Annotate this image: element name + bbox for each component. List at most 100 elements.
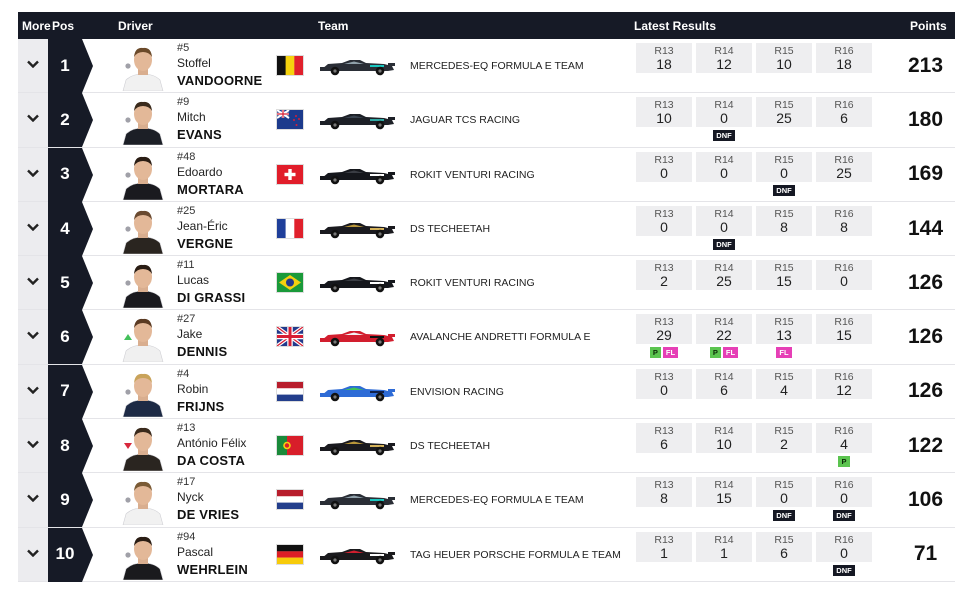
table-row[interactable]: 6 #27 Jake DENNIS AVALANCHE ANDRETTI FORMULA… xyxy=(18,310,955,365)
header-pos: Pos xyxy=(52,19,75,33)
result-points: 4 xyxy=(840,436,848,453)
result-r14: R14 25 xyxy=(696,260,752,291)
ds-car-icon xyxy=(320,435,396,457)
expand-row-button[interactable] xyxy=(18,93,48,147)
portugal-flag-icon xyxy=(277,436,303,456)
result-round-label: R14 xyxy=(714,153,734,166)
team-name[interactable]: TAG HEUER PORSCHE FORMULA E TEAM xyxy=(410,548,621,561)
driver-number: #17 xyxy=(177,476,196,489)
expand-row-button[interactable] xyxy=(18,310,48,364)
expand-row-button[interactable] xyxy=(18,39,48,93)
driver-last-name[interactable]: VANDOORNE xyxy=(177,73,263,88)
driver-last-name[interactable]: FRIJNS xyxy=(177,398,225,414)
expand-row-button[interactable] xyxy=(18,147,48,201)
result-points: 0 xyxy=(660,164,668,181)
table-row[interactable]: 5 #11 Lucas DI GRASSI ROKIT VENTURI RACING R1… xyxy=(18,256,955,311)
table-row[interactable]: 10 #94 Pascal WEHRLEIN TAG HEUER PORSCHE FOR… xyxy=(18,527,955,582)
result-round-label: R13 xyxy=(654,425,674,438)
result-round-label: R13 xyxy=(654,479,674,492)
team-name[interactable]: JAGUAR TCS RACING xyxy=(410,114,521,127)
table-row[interactable]: 7 #4 Robin FRIJNS ENVISION RACING R13 0 R14 6 R15… xyxy=(18,364,955,420)
driver-last-name[interactable]: DI GRASSI xyxy=(177,290,246,306)
result-round-label: R16 xyxy=(834,207,854,220)
result-r16: R16 15 xyxy=(816,314,872,345)
driver-photo xyxy=(118,152,168,200)
result-round-label: R15 xyxy=(774,425,794,438)
team-name[interactable]: ROKIT VENTURI RACING xyxy=(410,168,535,181)
trend-same-icon xyxy=(124,225,132,233)
driver-last-name[interactable]: VERGNE xyxy=(177,235,234,251)
result-points: 18 xyxy=(656,56,672,72)
table-row[interactable]: 8 #13 António Félix DA COSTA DS TECHEETAH R13… xyxy=(18,419,955,474)
result-badges: DNF xyxy=(696,238,752,250)
expand-row-button[interactable] xyxy=(18,419,48,473)
dnf-badge: DNF xyxy=(833,510,855,522)
result-r16: R16 12 xyxy=(816,368,872,399)
result-r13: R13 18 xyxy=(636,43,692,73)
netherlands-flag-icon xyxy=(277,490,303,510)
dnf-badge: DNF xyxy=(773,184,795,196)
trend-same-icon xyxy=(124,388,132,396)
expand-row-button[interactable] xyxy=(18,256,48,310)
header-team: Team xyxy=(318,19,349,33)
driver-last-name[interactable]: WEHRLEIN xyxy=(177,561,248,577)
result-r15: R15 0 xyxy=(756,151,812,182)
team-name[interactable]: DS TECHEETAH xyxy=(410,222,491,235)
driver-photo xyxy=(118,260,168,309)
position-number: 7 xyxy=(60,381,70,401)
driver-photo xyxy=(118,314,168,363)
team-name[interactable]: MERCEDES-EQ FORMULA E TEAM xyxy=(410,60,584,72)
dnf-badge: DNF xyxy=(713,130,735,142)
team-name[interactable]: AVALANCHE ANDRETTI FORMULA E xyxy=(410,331,591,344)
driver-first-name: Pascal xyxy=(177,544,214,559)
result-r16: R16 18 xyxy=(816,43,872,73)
dnf-badge: DNF xyxy=(833,564,855,576)
expand-row-button[interactable] xyxy=(18,527,48,581)
position-cell: 8 xyxy=(48,419,132,474)
driver-number: #13 xyxy=(177,422,196,435)
driver-first-name: Edoardo xyxy=(177,164,223,179)
team-name[interactable]: MERCEDES-EQ FORMULA E TEAM xyxy=(410,494,584,507)
table-row[interactable]: 1 #5 Stoffel VANDOORNE MERCEDES-EQ FORMULA E… xyxy=(18,39,955,94)
result-points: 4 xyxy=(780,381,788,398)
driver-last-name[interactable]: DA COSTA xyxy=(177,453,246,469)
result-points: 0 xyxy=(840,544,848,561)
result-badges: P xyxy=(816,456,872,468)
expand-row-button[interactable] xyxy=(18,201,48,256)
result-round-label: R14 xyxy=(714,99,734,112)
result-round-label: R15 xyxy=(774,316,794,329)
table-row[interactable]: 9 #17 Nyck DE VRIES MERCEDES-EQ FORMULA E TE… xyxy=(18,473,955,528)
driver-last-name[interactable]: DE VRIES xyxy=(177,507,240,523)
result-round-label: R13 xyxy=(654,153,674,166)
driver-number: #48 xyxy=(177,150,196,163)
result-r13: R13 0 xyxy=(636,151,692,182)
position-cell: 5 xyxy=(48,256,131,311)
driver-last-name[interactable]: EVANS xyxy=(177,127,222,143)
result-points: 6 xyxy=(840,110,848,127)
team-name[interactable]: ENVISION RACING xyxy=(410,385,504,398)
driver-last-name[interactable]: DENNIS xyxy=(177,344,228,360)
fastest-lap-badge: FL xyxy=(662,347,679,359)
table-row[interactable]: 2 #9 Mitch EVANS JAGUAR TCS RACING R13 10 R14 0 D… xyxy=(18,93,955,148)
driver-photo xyxy=(118,43,168,92)
expand-row-button[interactable] xyxy=(18,364,48,419)
result-round-label: R13 xyxy=(654,45,674,57)
result-points: 25 xyxy=(716,273,732,290)
table-row[interactable]: 3 #48 Edoardo MORTARA ROKIT VENTURI RACING R1… xyxy=(18,147,955,202)
team-name[interactable]: DS TECHEETAH xyxy=(410,440,491,453)
driver-last-name[interactable]: MORTARA xyxy=(177,181,244,197)
result-badges: DNF xyxy=(816,510,872,522)
chevron-down-icon xyxy=(27,332,39,340)
chevron-down-icon xyxy=(27,169,39,177)
result-badges: FL xyxy=(756,347,812,359)
chevron-down-icon xyxy=(27,440,39,449)
result-r14: R14 0 xyxy=(696,151,752,182)
result-points: 8 xyxy=(660,490,668,507)
result-badges: DNF xyxy=(816,564,872,576)
expand-row-button[interactable] xyxy=(18,473,48,527)
ds-car-icon xyxy=(320,218,396,240)
table-row[interactable]: 4 #25 Jean-Éric VERGNE DS TECHEETAH R13 0 R14 0 D… xyxy=(18,201,955,257)
result-r15: R15 10 xyxy=(756,43,812,73)
team-name[interactable]: ROKIT VENTURI RACING xyxy=(410,277,535,290)
result-points: 18 xyxy=(836,56,852,72)
